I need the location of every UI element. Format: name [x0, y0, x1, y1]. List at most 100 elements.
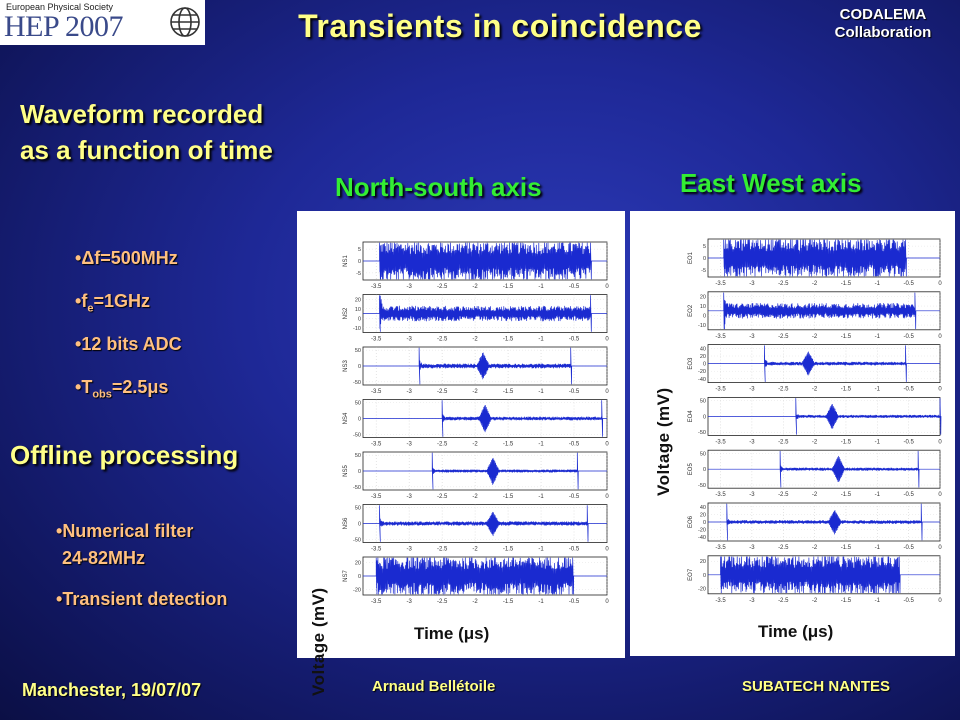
x-tick-label: -0.5: [569, 547, 580, 553]
x-tick-label: -2.5: [437, 442, 448, 448]
subheading-line2: as a function of time: [20, 135, 273, 165]
subplot-ns1: -3.5 -3 -2.5 -2 -1.5 -1 -0.5 0 5 0 -5 NS1: [343, 241, 609, 290]
x-tick-label: 0: [938, 492, 942, 498]
x-tick-label: -1: [538, 494, 544, 500]
x-tick-label: -1.5: [503, 494, 514, 500]
x-tick-label: -3.5: [371, 494, 382, 500]
footer-location-date: Manchester, 19/07/07: [22, 680, 202, 700]
y-tick-label: 0: [358, 364, 361, 370]
x-tick-label: -2.5: [437, 337, 448, 343]
y-tick-label: -50: [353, 537, 361, 543]
x-tick-label: -3: [406, 389, 412, 395]
y-tick-label: 5: [703, 244, 706, 250]
x-tick-label: -3.5: [715, 334, 726, 340]
series-label: NS2: [343, 307, 349, 319]
y-tick-label: 0: [358, 469, 361, 475]
subplot-eo1: -3.5 -3 -2.5 -2 -1.5 -1 -0.5 0 5 0 -5 EO1: [688, 238, 942, 287]
subplot-eo7: -3.5 -3 -2.5 -2 -1.5 -1 -0.5 0 20 0 -20 EO7: [688, 555, 942, 604]
x-tick-label: -1: [538, 284, 544, 290]
y-tick-label: 0: [358, 417, 361, 423]
x-tick-label: -2: [812, 387, 818, 393]
param-sampling: •fe=1GHz: [75, 291, 150, 315]
x-tick-label: -3: [406, 547, 412, 553]
x-tick-label: -3: [406, 284, 412, 290]
subplot-ns5: -3.5 -3 -2.5 -2 -1.5 -1 -0.5 0 50 0 -50 NS5: [343, 451, 609, 500]
ew-ylabel: Voltage (mV): [654, 387, 673, 496]
x-tick-label: -2.5: [778, 334, 789, 340]
x-tick-label: -2.5: [437, 284, 448, 290]
subplot-ns3: -3.5 -3 -2.5 -2 -1.5 -1 -0.5 0 50 0 -50 NS3: [343, 346, 609, 395]
series-label: NS6: [343, 517, 349, 529]
y-tick-label: 0: [358, 259, 361, 265]
x-tick-label: -0.5: [903, 281, 914, 287]
waveform-subheading: Waveform recorded as a function of time: [20, 96, 273, 168]
y-tick-label: 40: [700, 505, 706, 511]
x-tick-label: -3.5: [371, 337, 382, 343]
x-tick-label: -0.5: [569, 389, 580, 395]
x-tick-label: 0: [605, 547, 609, 553]
y-tick-label: -20: [698, 528, 706, 534]
x-tick-label: -1.5: [503, 389, 514, 395]
subplot-ns7: -3.5 -3 -2.5 -2 -1.5 -1 -0.5 0 20 0 -20 NS7: [343, 556, 609, 605]
subplot-eo5: -3.5 -3 -2.5 -2 -1.5 -1 -0.5 0 50 0 -50 EO5: [688, 449, 942, 498]
processing-detection: •Transient detection: [56, 589, 228, 609]
x-tick-label: -3: [749, 492, 755, 498]
x-tick-label: -3: [749, 387, 755, 393]
param-observation-post: =2.5μs: [111, 377, 169, 397]
x-tick-label: 0: [938, 439, 942, 445]
param-adc: •12 bits ADC: [75, 334, 182, 354]
waveform-line: [363, 400, 607, 437]
x-tick-label: -1: [875, 281, 881, 287]
subplot-ns4: -3.5 -3 -2.5 -2 -1.5 -1 -0.5 0 50 0 -50 NS4: [343, 399, 609, 448]
y-tick-label: 40: [700, 346, 706, 352]
y-tick-label: 0: [703, 520, 706, 526]
x-tick-label: 0: [605, 599, 609, 605]
param-bandwidth: •Δf=500MHz: [75, 248, 178, 268]
x-tick-label: -1.5: [841, 545, 852, 551]
ns-axis-heading: North-south axis: [335, 172, 542, 202]
y-tick-label: -50: [353, 432, 361, 438]
x-tick-label: -2: [472, 389, 478, 395]
series-label: EO7: [688, 568, 694, 581]
x-tick-label: -3: [749, 598, 755, 604]
filter-line1: Numerical filter: [62, 521, 194, 541]
logo-society-text: European Physical Society: [6, 2, 114, 12]
y-tick-label: 0: [703, 414, 706, 420]
x-tick-label: 0: [605, 337, 609, 343]
x-tick-label: -3: [406, 494, 412, 500]
x-tick-label: -1: [875, 598, 881, 604]
x-tick-label: -2.5: [437, 547, 448, 553]
x-tick-label: -2: [472, 547, 478, 553]
y-tick-label: 0: [703, 256, 706, 262]
param-observation-sub: obs: [92, 388, 112, 401]
x-tick-label: -2.5: [778, 545, 789, 551]
ew-waveform-panel: -3.5 -3 -2.5 -2 -1.5 -1 -0.5 0 5 0 -5 EO1 -3.5 -3 -2.5…: [630, 211, 955, 656]
x-tick-label: -1.5: [503, 337, 514, 343]
y-tick-label: 10: [355, 307, 361, 313]
x-tick-label: 0: [938, 334, 942, 340]
x-tick-label: -1: [875, 387, 881, 393]
waveform-line: [363, 452, 607, 490]
series-label: EO5: [688, 463, 694, 476]
param-sampling-sub: e: [87, 302, 94, 315]
series-label: NS7: [343, 570, 349, 582]
x-tick-label: -1.5: [503, 547, 514, 553]
x-tick-label: -3: [406, 442, 412, 448]
y-tick-label: 50: [355, 453, 361, 459]
y-tick-label: -50: [353, 485, 361, 491]
x-tick-label: -0.5: [903, 598, 914, 604]
y-tick-label: 0: [703, 573, 706, 579]
x-tick-label: -2: [812, 598, 818, 604]
x-tick-label: -2.5: [437, 389, 448, 395]
subplot-ns2: -3.5 -3 -2.5 -2 -1.5 -1 -0.5 0 20 10 0 -10 NS2: [343, 294, 609, 343]
y-tick-label: -50: [698, 483, 706, 489]
ew-xlabel: Time (μs): [758, 622, 834, 641]
y-tick-label: -20: [698, 586, 706, 592]
x-tick-label: -0.5: [903, 492, 914, 498]
y-tick-label: -5: [701, 268, 706, 274]
ns-ylabel: Voltage (mV): [309, 587, 328, 696]
waveform-line: [363, 295, 607, 332]
y-tick-label: -20: [698, 369, 706, 375]
param-observation: •Tobs=2.5μs: [75, 377, 169, 401]
